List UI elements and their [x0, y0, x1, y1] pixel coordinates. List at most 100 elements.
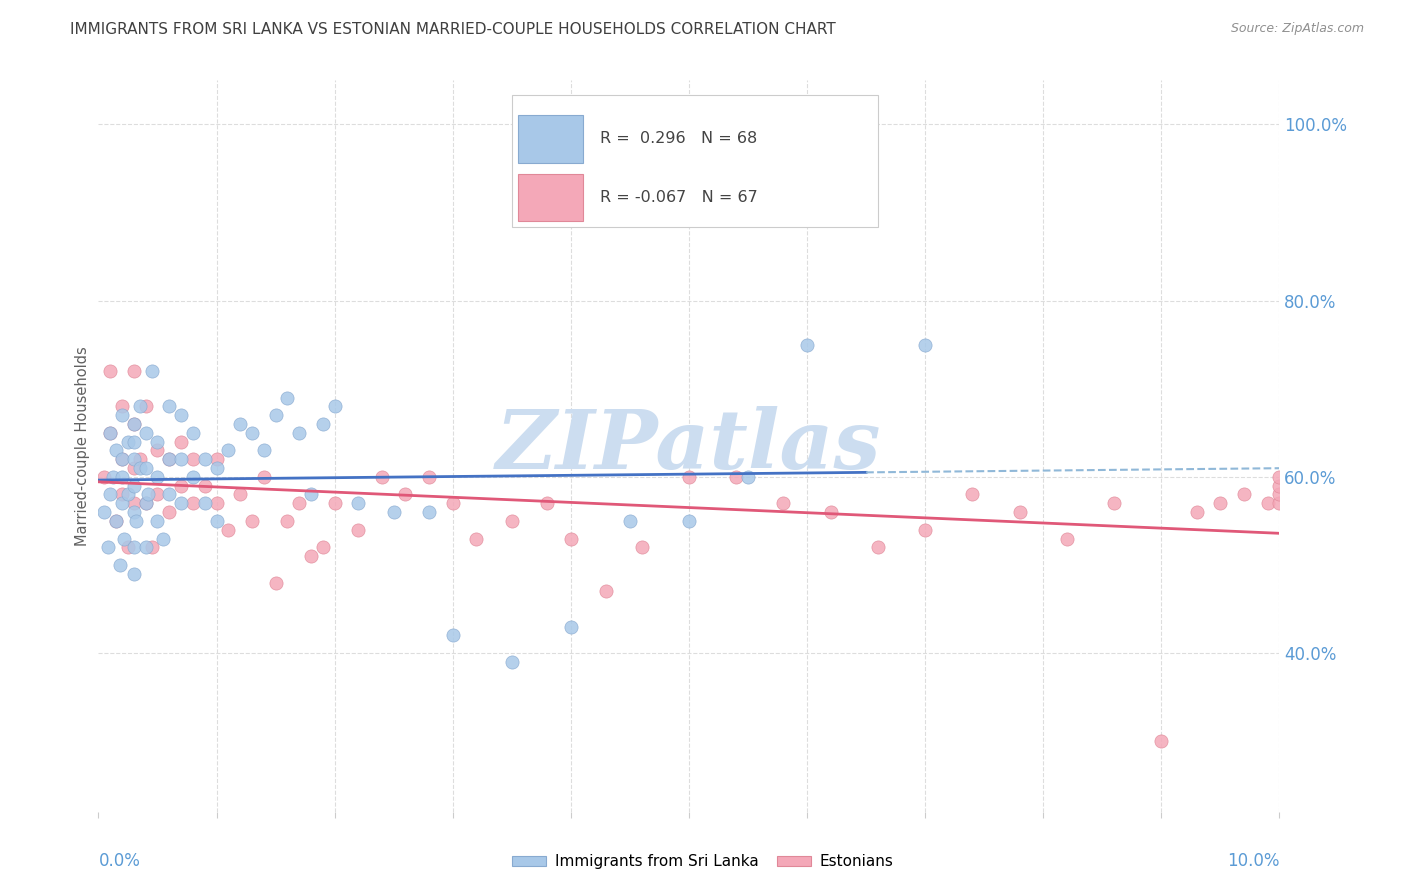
Point — [122, 434, 145, 449]
Point — [312, 417, 335, 431]
Point — [105, 514, 128, 528]
Point — [135, 425, 157, 440]
Point — [536, 496, 558, 510]
Point — [98, 425, 121, 440]
Text: ZIPatlas: ZIPatlas — [496, 406, 882, 486]
Point — [152, 532, 174, 546]
Point — [1268, 496, 1291, 510]
Point — [111, 452, 134, 467]
Point — [93, 470, 115, 484]
Point — [312, 541, 335, 555]
Point — [820, 505, 842, 519]
Point — [205, 514, 228, 528]
Text: R =  0.296   N = 68: R = 0.296 N = 68 — [600, 131, 758, 146]
Point — [111, 470, 134, 484]
Point — [501, 655, 523, 669]
Point — [229, 417, 252, 431]
Point — [725, 470, 748, 484]
Point — [146, 470, 169, 484]
Point — [146, 514, 169, 528]
Point — [229, 487, 252, 501]
Point — [194, 452, 217, 467]
Point — [441, 628, 464, 642]
Point — [170, 478, 193, 492]
Point — [253, 470, 276, 484]
Point — [135, 400, 157, 414]
Point — [914, 337, 936, 351]
Point — [128, 452, 150, 467]
Point — [170, 496, 193, 510]
Point — [678, 470, 700, 484]
Point — [97, 541, 120, 555]
Point — [108, 558, 131, 572]
Point — [299, 487, 322, 501]
Point — [737, 470, 759, 484]
Point — [111, 496, 134, 510]
Point — [128, 400, 150, 414]
Point — [128, 461, 150, 475]
Point — [111, 452, 134, 467]
Point — [105, 514, 128, 528]
Point — [157, 505, 180, 519]
Point — [170, 434, 193, 449]
Point — [122, 505, 145, 519]
Point — [194, 496, 217, 510]
Point — [276, 391, 298, 405]
Point — [560, 532, 582, 546]
Point — [98, 487, 121, 501]
Point — [117, 434, 139, 449]
Point — [135, 496, 157, 510]
Point — [205, 461, 228, 475]
Point — [382, 505, 405, 519]
Point — [157, 452, 180, 467]
Point — [125, 514, 148, 528]
Point — [111, 408, 134, 422]
Point — [1209, 496, 1232, 510]
Point — [347, 523, 370, 537]
Point — [136, 487, 159, 501]
Point — [146, 434, 169, 449]
Point — [1102, 496, 1125, 510]
Point — [276, 514, 298, 528]
Point — [146, 487, 169, 501]
Point — [1268, 478, 1291, 492]
Point — [170, 452, 193, 467]
Point — [1008, 505, 1031, 519]
Point — [217, 523, 239, 537]
Point — [347, 496, 370, 510]
Point — [418, 505, 440, 519]
Point — [105, 443, 128, 458]
Point — [205, 496, 228, 510]
Point — [98, 364, 121, 378]
Point — [217, 443, 239, 458]
Point — [112, 532, 135, 546]
Point — [595, 584, 617, 599]
Point — [146, 443, 169, 458]
Point — [323, 496, 346, 510]
Point — [288, 496, 311, 510]
Point — [288, 425, 311, 440]
Point — [122, 496, 145, 510]
FancyBboxPatch shape — [517, 115, 582, 162]
Point — [240, 425, 263, 440]
Point — [253, 443, 276, 458]
Point — [371, 470, 394, 484]
Point — [181, 425, 204, 440]
Point — [122, 417, 145, 431]
Point — [264, 575, 287, 590]
Point — [560, 620, 582, 634]
Point — [122, 566, 145, 581]
Point — [93, 505, 115, 519]
Point — [117, 487, 139, 501]
Point — [122, 417, 145, 431]
Point — [1233, 487, 1256, 501]
Point — [240, 514, 263, 528]
Point — [111, 487, 134, 501]
Point — [1268, 487, 1291, 501]
Point — [1150, 734, 1173, 748]
Point — [678, 514, 700, 528]
Point — [135, 496, 157, 510]
Point — [1056, 532, 1078, 546]
FancyBboxPatch shape — [517, 174, 582, 221]
Point — [181, 470, 204, 484]
